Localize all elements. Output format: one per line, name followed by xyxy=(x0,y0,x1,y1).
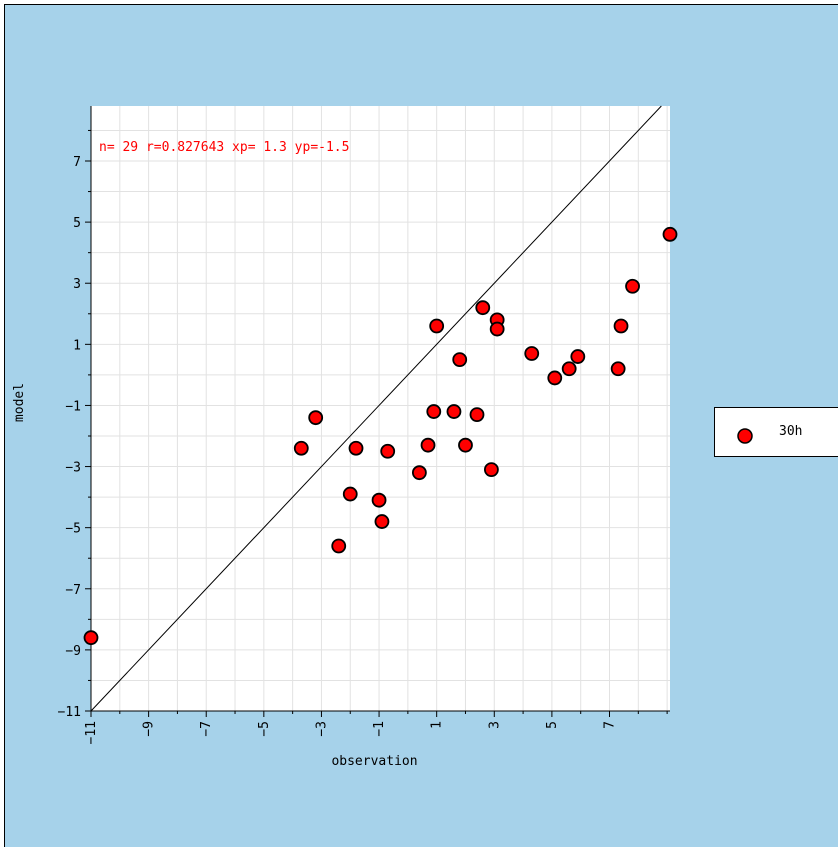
y-tick-label: 7 xyxy=(73,155,81,170)
stats-annotation: n= 29 r=0.827643 xp= 1.3 yp=-1.5 xyxy=(99,140,349,155)
y-tick-label: −1 xyxy=(65,399,81,414)
y-tick-label: −5 xyxy=(65,522,81,537)
x-tick-label: −5 xyxy=(257,721,272,737)
legend-label: 30h xyxy=(779,424,803,439)
data-point xyxy=(662,226,678,242)
data-point xyxy=(561,361,577,377)
data-point xyxy=(331,538,347,554)
plot-area xyxy=(91,106,670,711)
data-point xyxy=(426,404,442,419)
y-tick-label: −7 xyxy=(65,583,81,598)
data-point xyxy=(570,349,586,364)
data-point xyxy=(293,440,309,456)
y-tick-label: 3 xyxy=(73,277,81,292)
x-tick-label: −9 xyxy=(142,721,157,737)
data-point xyxy=(469,407,485,423)
data-point xyxy=(380,443,396,459)
x-tick-label: 1 xyxy=(430,721,445,729)
data-point xyxy=(625,278,640,294)
data-point xyxy=(610,361,626,377)
data-point xyxy=(374,514,390,529)
data-point xyxy=(484,462,499,478)
x-tick-label: 3 xyxy=(487,721,502,729)
data-point xyxy=(613,318,629,334)
y-tick-label: −3 xyxy=(65,461,81,476)
data-point xyxy=(420,437,436,453)
reference-line xyxy=(90,105,662,712)
data-point xyxy=(458,437,473,453)
data-point xyxy=(452,352,468,368)
data-point xyxy=(489,321,505,337)
x-tick-label: 5 xyxy=(545,721,560,729)
y-tick-label: −11 xyxy=(58,705,81,720)
data-point xyxy=(446,404,462,419)
data-point xyxy=(371,492,387,508)
x-tick-label: −1 xyxy=(372,721,387,737)
data-point xyxy=(475,300,491,316)
y-tick-label: −9 xyxy=(65,644,81,659)
x-tick-label: −7 xyxy=(199,721,214,737)
x-axis-title: observation xyxy=(331,754,417,769)
x-tick-label: −3 xyxy=(314,721,329,737)
y-tick-label: 1 xyxy=(73,338,81,353)
legend-marker xyxy=(737,428,753,444)
data-point xyxy=(411,465,427,481)
y-axis-title: model xyxy=(12,383,27,422)
data-point xyxy=(83,630,99,646)
legend: 30h xyxy=(714,407,838,457)
chart-panel: −11 −9 −7 −5 −3 −1 1 3 5 7 −11 −9 −7 −5 −3 −1 1 3 5 7 n= 29… xyxy=(4,4,838,847)
data-point xyxy=(429,318,445,334)
data-point xyxy=(342,486,358,502)
y-tick-label: 5 xyxy=(73,216,81,231)
data-point xyxy=(547,370,563,386)
data-point xyxy=(348,440,364,456)
data-point xyxy=(308,410,324,426)
x-tick-label: 7 xyxy=(603,721,618,729)
x-tick-label: −11 xyxy=(84,721,99,744)
data-points xyxy=(83,226,678,646)
data-point xyxy=(524,346,540,361)
